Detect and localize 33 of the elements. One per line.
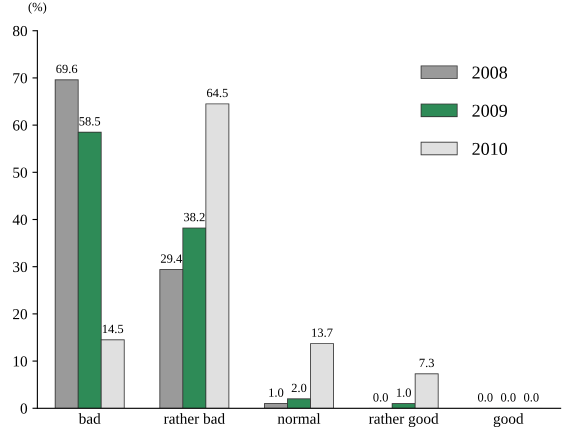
- data-label: 14.5: [102, 324, 124, 334]
- y-tick-label: 20: [13, 309, 28, 320]
- x-tick-label: rather bad: [164, 413, 225, 424]
- data-label: 7.3: [420, 358, 434, 368]
- x-tick-label: normal: [278, 413, 320, 424]
- x-tick-label: bad: [78, 413, 101, 424]
- data-label: 0.0: [478, 393, 493, 402]
- data-label: 64.5: [206, 88, 228, 98]
- y-tick-label: 50: [13, 167, 28, 178]
- y-axis-title: (%): [28, 2, 46, 14]
- data-label: 1.0: [396, 388, 411, 397]
- data-label: 69.6: [56, 64, 78, 74]
- data-label: 0.0: [524, 393, 539, 402]
- y-tick-label: 60: [13, 120, 28, 131]
- data-label: 29.4: [160, 254, 182, 263]
- y-tick-label: 0: [20, 403, 28, 414]
- y-tick-label: 80: [12, 26, 28, 36]
- x-tick-label: good: [494, 413, 524, 428]
- data-label: 13.7: [312, 328, 333, 337]
- data-label: 2.0: [292, 384, 306, 392]
- data-label: 0.0: [500, 393, 516, 402]
- y-tick-label: 30: [13, 262, 28, 272]
- data-label: 0.0: [373, 393, 388, 402]
- y-tick-label: 70: [13, 73, 28, 84]
- legend-label: 2009: [472, 104, 508, 117]
- data-label: 58.5: [79, 117, 100, 126]
- data-label: 38.2: [184, 212, 205, 222]
- legend-label: 2010: [472, 142, 508, 155]
- x-tick-label: rather good: [368, 413, 438, 428]
- data-label: 1.0: [269, 388, 284, 397]
- y-tick-label: 10: [14, 356, 28, 367]
- legend-label: 2008: [472, 66, 508, 79]
- y-tick-label: 40: [12, 214, 28, 225]
